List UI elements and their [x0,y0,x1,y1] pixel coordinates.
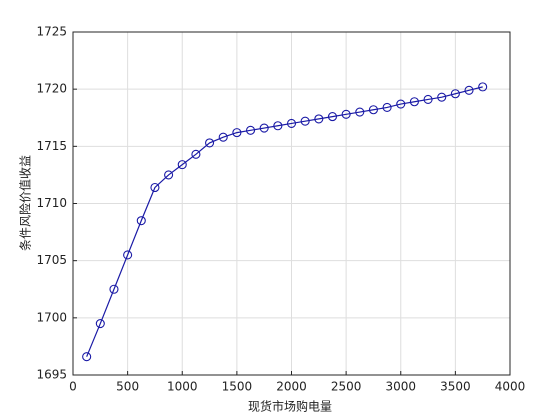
series-line [86,86,483,357]
point-marker [450,89,460,99]
point-marker [382,102,392,113]
x-tick-label: 2000 [276,380,307,394]
y-tick-label: 1710 [36,196,67,210]
point-marker [218,132,228,142]
point-marker [232,128,242,138]
point-marker [259,123,269,133]
plot-frame [72,31,511,376]
y-tick-label: 1705 [36,253,67,267]
point-marker [273,121,283,131]
point-marker [150,182,160,193]
point-marker [355,107,365,117]
point-marker [205,138,215,148]
point-marker [478,82,488,92]
point-marker [409,97,419,107]
y-tick-label: 1725 [36,25,67,39]
x-tick-label: 500 [116,380,139,394]
point-marker [164,170,174,180]
point-marker [327,112,338,122]
y-tick-label: 1720 [36,82,67,96]
y-tick-label: 1700 [36,310,67,324]
point-marker [109,284,119,294]
x-tick-label: 4000 [495,380,526,394]
point-marker [464,85,474,95]
point-marker [368,105,378,115]
x-tick-label: 2500 [331,380,362,394]
x-tick-label: 3500 [440,380,471,394]
x-tick-label: 3000 [385,380,416,394]
y-tick-label: 1695 [36,368,67,382]
point-marker [95,318,105,329]
point-marker [396,99,406,109]
point-marker [82,352,92,362]
point-marker [286,118,297,129]
point-marker [136,216,146,226]
x-tick-label: 1500 [222,380,253,394]
point-marker [300,116,310,126]
point-marker [341,109,351,119]
x-axis-label: 现货市场购电量 [248,399,332,414]
point-marker [191,149,201,159]
point-marker [245,125,256,135]
point-marker [177,160,187,170]
point-marker [123,250,133,260]
point-marker [423,94,433,105]
y-axis-label: 条件风险价值收益 [18,155,33,251]
x-tick-label: 0 [69,380,77,394]
point-marker [437,92,447,102]
y-tick-label: 1715 [36,139,67,153]
point-marker [314,114,324,124]
x-tick-label: 1000 [167,380,198,394]
